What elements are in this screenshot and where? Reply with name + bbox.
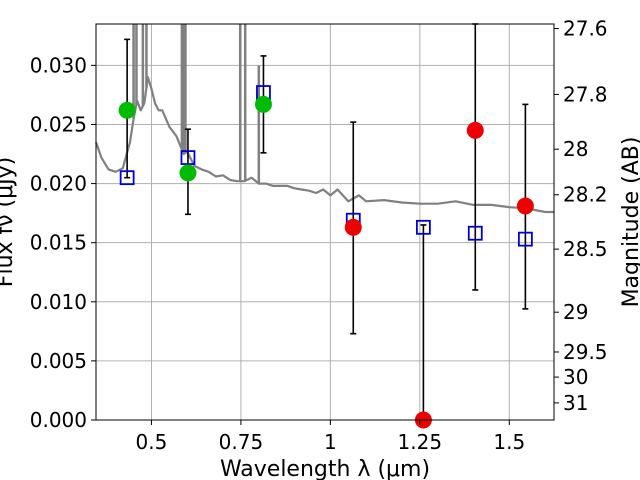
x-axis-title: Wavelength λ (μm) (220, 457, 430, 480)
x-tick-label: 0.75 (219, 430, 264, 454)
right-tick-label: 27.8 (563, 82, 608, 106)
y-tick-label: 0.025 (30, 112, 87, 136)
model-band-square (415, 219, 431, 235)
y-tick-label: 0.030 (30, 53, 87, 77)
x-tick-label: 1 (324, 430, 337, 454)
right-axis-title: Magnitude (AB) (619, 137, 640, 308)
right-tick-label: 28.2 (563, 183, 608, 207)
y-axis-title: Flux fν (μJy) (0, 157, 18, 287)
x-tick-label: 1.25 (398, 430, 443, 454)
right-tick-label: 29 (563, 300, 588, 324)
x-axis-ticks: 0.5 0.75 1 1.25 1.5 (136, 420, 525, 454)
model-spectrum-line (94, 76, 554, 214)
observed-point-red (466, 121, 484, 139)
grid (96, 24, 554, 421)
y-axis-ticks: 0.000 0.005 0.010 0.015 0.020 0.025 0.030 (30, 53, 96, 432)
observed-point-green (254, 95, 272, 113)
model-spectrum (94, 24, 554, 214)
model-band-square (180, 150, 196, 165)
observed-point-red (516, 197, 534, 215)
right-tick-label: 31 (563, 391, 588, 415)
observed-point-green (118, 101, 136, 119)
x-tick-label: 0.5 (136, 430, 168, 454)
y-tick-label: 0.010 (30, 290, 87, 314)
model-band-square (119, 170, 135, 186)
x-tick-label: 1.5 (493, 430, 525, 454)
y-tick-label: 0.015 (30, 231, 87, 255)
observed-point-red (344, 218, 362, 236)
y-tick-label: 0.020 (30, 172, 87, 196)
right-tick-label: 29.5 (563, 340, 608, 364)
right-tick-label: 30 (563, 365, 588, 389)
plot-frame (95, 23, 555, 421)
model-band-square (467, 225, 483, 241)
right-tick-label: 28 (563, 137, 588, 161)
y-tick-label: 0.000 (30, 408, 87, 432)
right-tick-label: 28.5 (563, 237, 608, 261)
y-tick-label: 0.005 (30, 349, 87, 373)
model-band-square (517, 231, 533, 247)
right-tick-label: 27.6 (563, 17, 608, 41)
observed-point-green (179, 164, 197, 182)
